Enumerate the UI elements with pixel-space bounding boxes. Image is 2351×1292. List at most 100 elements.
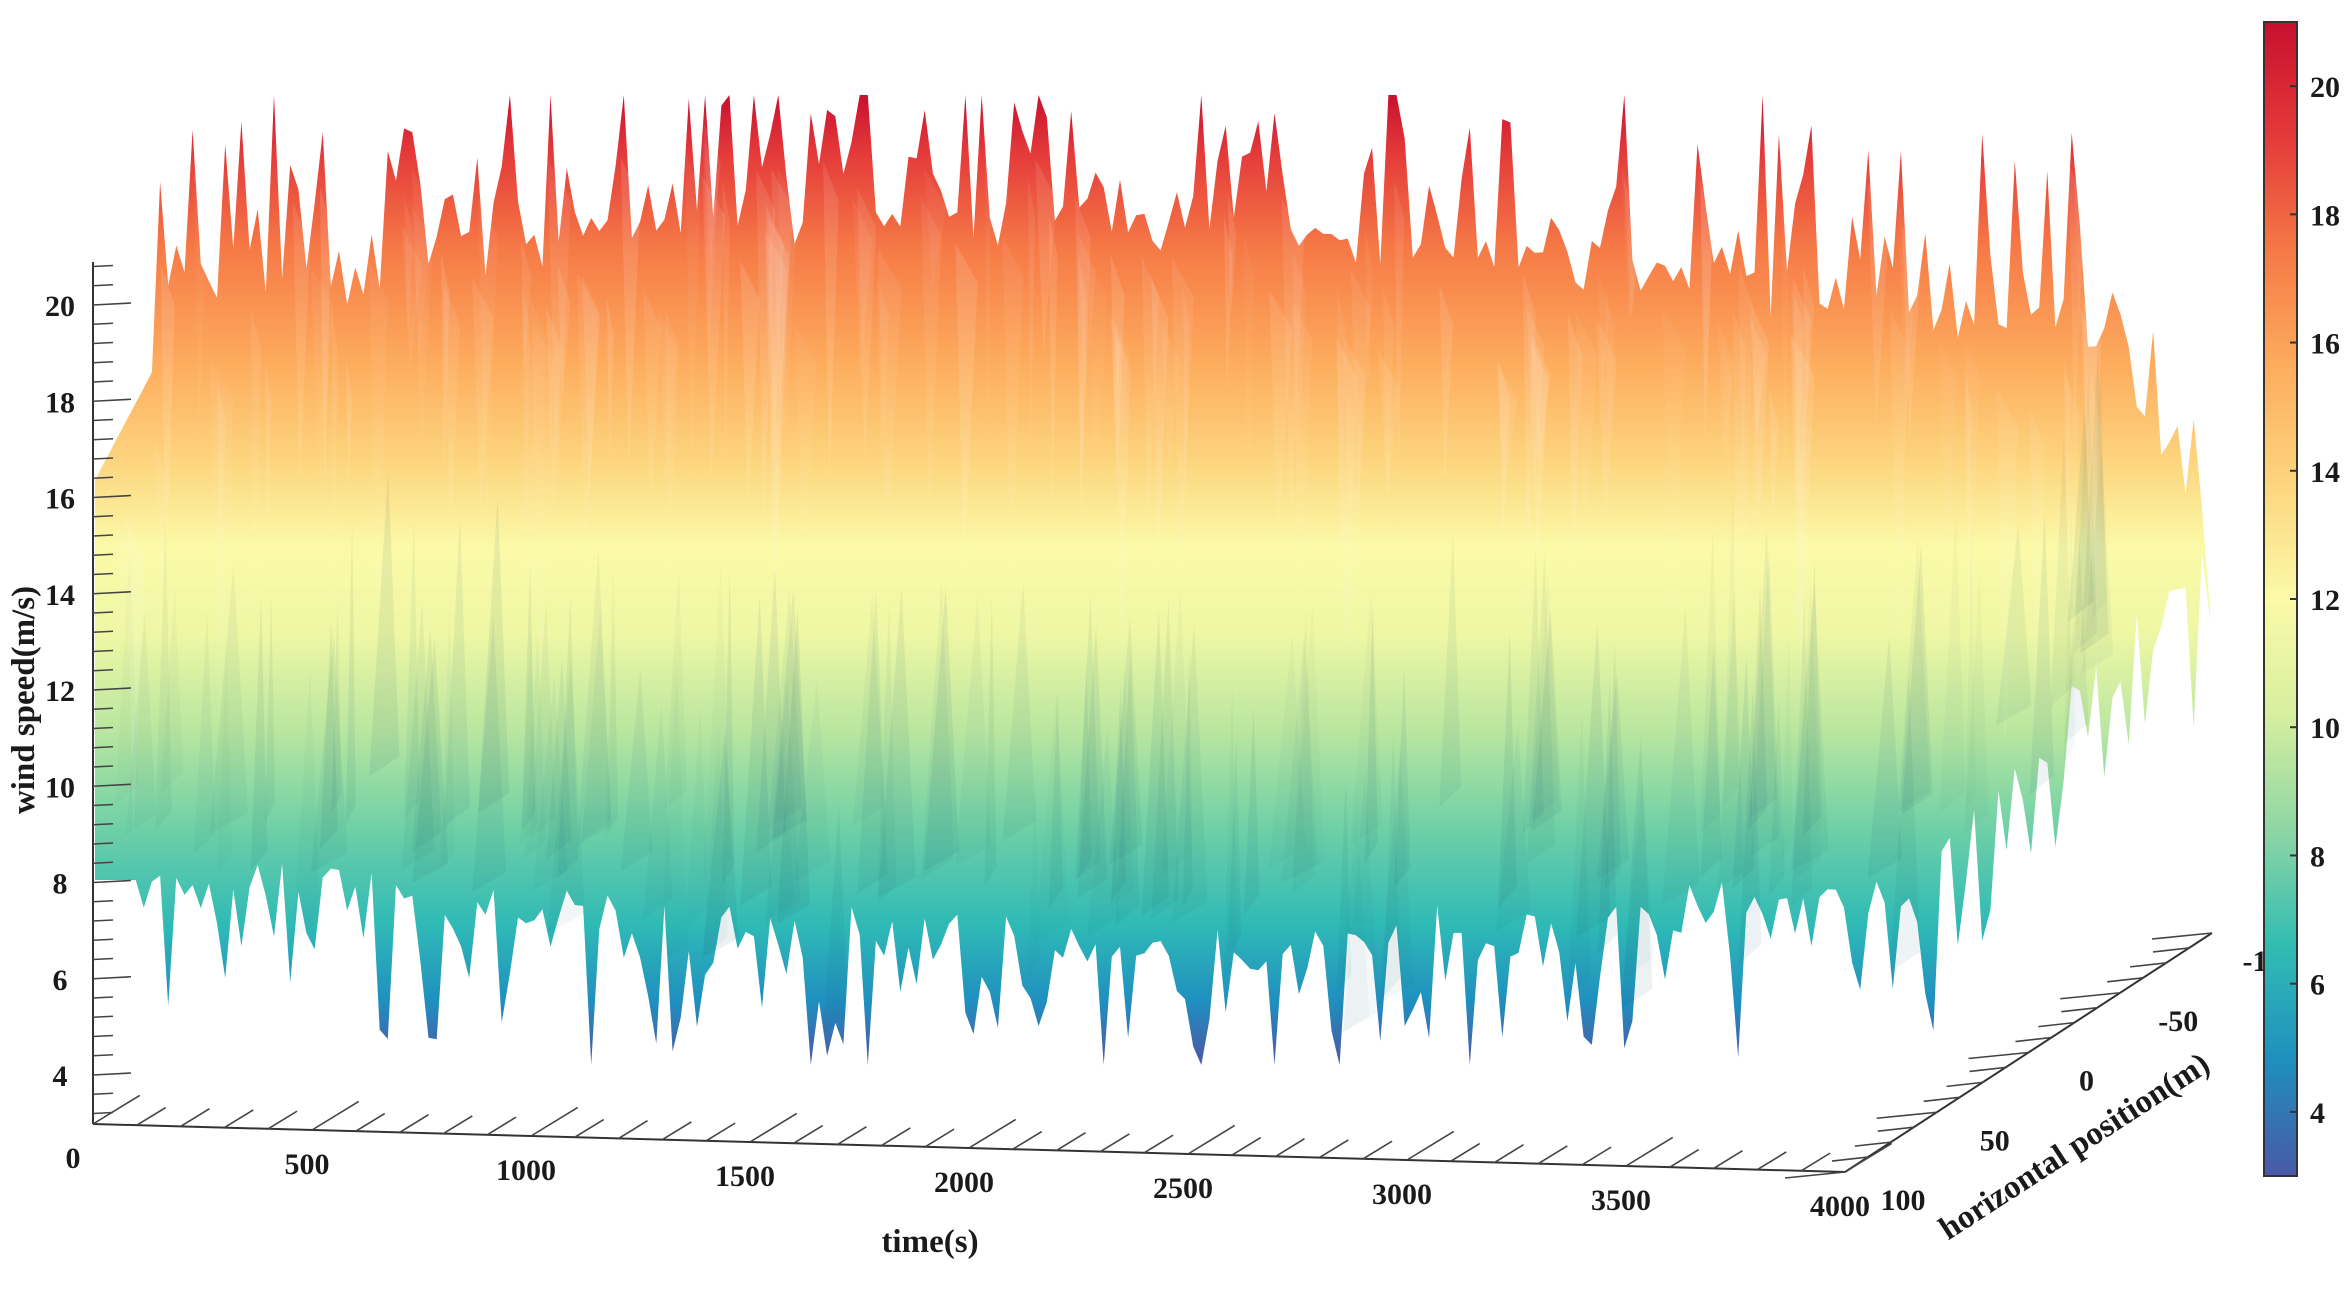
surface-ridge	[1227, 193, 1237, 317]
surface-ridge	[1002, 581, 1036, 842]
surface-ridge	[1243, 232, 1254, 570]
y-tick-label: 0	[2079, 1065, 2094, 1098]
surface-ridge	[1790, 334, 1815, 701]
surface-ridge	[1722, 339, 1733, 533]
surface-ridge	[685, 708, 709, 928]
z-tick-mark	[92, 553, 114, 557]
surface-ridge	[1439, 533, 1462, 807]
z-tick-mark	[92, 783, 132, 788]
y-tick-mark	[1854, 1141, 1891, 1147]
y-tick-mark	[1877, 1126, 1914, 1132]
surface-ridge	[857, 187, 876, 472]
surface-ridge	[771, 168, 794, 409]
z-tick-mark	[92, 745, 114, 749]
surface-ridge	[1111, 683, 1127, 901]
surface-ridge	[1223, 214, 1233, 398]
surface-ridge	[1996, 387, 2019, 761]
surface-ridge	[1161, 321, 1181, 473]
surface-ridge	[1867, 181, 1890, 431]
surface-ridge	[1141, 255, 1159, 545]
x-tick-mark	[1713, 1150, 1743, 1170]
colorbar-tick-label: 8	[2310, 840, 2325, 873]
surface-ridge	[1394, 178, 1405, 504]
surface-ridge	[411, 626, 442, 853]
surface-ridge	[1151, 277, 1169, 579]
surface-ridge	[576, 549, 612, 846]
surface-ridge	[1700, 526, 1721, 834]
x-tick-mark	[1187, 1124, 1236, 1155]
surface-ridge	[1531, 609, 1562, 831]
surface-ridge	[1781, 209, 1789, 553]
surface-ridge	[852, 199, 873, 383]
x-tick-mark	[223, 1109, 254, 1129]
z-tick-mark	[92, 283, 114, 287]
x-tick-mark	[136, 1106, 167, 1126]
x-tick-mark	[1581, 1146, 1612, 1166]
surface-ridge	[605, 292, 614, 437]
colorbar-tick-label: 16	[2310, 328, 2340, 361]
x-tick-mark	[618, 1120, 648, 1140]
x-tick-mark	[1056, 1132, 1086, 1152]
x-tick-label: 4000	[1810, 1190, 1870, 1223]
surface-ridge	[532, 320, 555, 689]
surface-ridge	[1748, 350, 1761, 587]
x-tick-mark	[1275, 1138, 1305, 1158]
z-tick-mark	[92, 360, 114, 364]
surface-ridge	[605, 563, 619, 835]
z-tick-mark	[92, 341, 114, 345]
surface-ridge	[478, 498, 510, 814]
z-tick-label: 6	[53, 964, 68, 997]
z-tick-mark	[92, 322, 114, 326]
surface-ridge	[1623, 180, 1643, 319]
surface-ridge	[1378, 747, 1414, 1005]
x-tick-label: 500	[285, 1148, 330, 1181]
z-tick-mark	[92, 380, 114, 383]
surface-ridge	[1496, 726, 1531, 932]
surface-ridge	[582, 275, 601, 497]
surface-ridge	[1867, 635, 1902, 879]
x-tick-mark	[442, 1115, 473, 1135]
z-tick-mark	[92, 957, 114, 961]
surface-ridge	[1732, 308, 1747, 680]
surface-ridge	[478, 196, 498, 552]
surface-ridge	[777, 167, 798, 442]
surface-ridge	[265, 361, 272, 554]
x-tick-mark	[1537, 1145, 1568, 1165]
y-tick-mark	[2015, 1036, 2052, 1043]
y-axis-title: horizontal position(m)	[1933, 1046, 2216, 1247]
x-tick-mark	[837, 1126, 867, 1146]
surface-ridge	[1087, 727, 1120, 937]
surface-ridge	[521, 562, 536, 832]
surface-ridge	[1075, 595, 1100, 881]
surface-ridge	[155, 519, 172, 831]
y-tick-mark	[2038, 1021, 2075, 1028]
z-tick-mark	[92, 1015, 114, 1019]
z-tick-mark	[92, 861, 114, 865]
surface-ridge	[1732, 656, 1755, 889]
colorbar-tick-label: 12	[2310, 584, 2340, 617]
surface-ridge	[643, 703, 673, 919]
surface-ridge	[921, 196, 942, 527]
surface-ridge	[524, 631, 546, 860]
surface-ridge	[412, 637, 448, 884]
z-tick-mark	[92, 264, 114, 268]
surface-ridge	[1738, 265, 1753, 622]
y-tick-mark	[1968, 1051, 2029, 1060]
z-tick-mark	[92, 1072, 132, 1076]
surface-ridge	[764, 229, 788, 595]
surface-ridge	[1890, 675, 1921, 972]
z-tick-mark	[92, 514, 114, 518]
surface-ridge	[1292, 249, 1306, 472]
surface-ridge	[1790, 582, 1829, 871]
surface-ridge	[2050, 198, 2064, 324]
surface-ridge	[1531, 335, 1551, 472]
surface-ridge	[369, 260, 389, 636]
x-tick-mark	[1494, 1144, 1524, 1164]
y-tick-mark	[2060, 991, 2121, 1000]
surface-ridge	[1075, 197, 1091, 516]
surface-ridge	[1791, 595, 1813, 908]
z-tick-label: 8	[53, 868, 68, 901]
surface-ridge	[877, 248, 902, 552]
surface-ridge	[1522, 273, 1536, 626]
